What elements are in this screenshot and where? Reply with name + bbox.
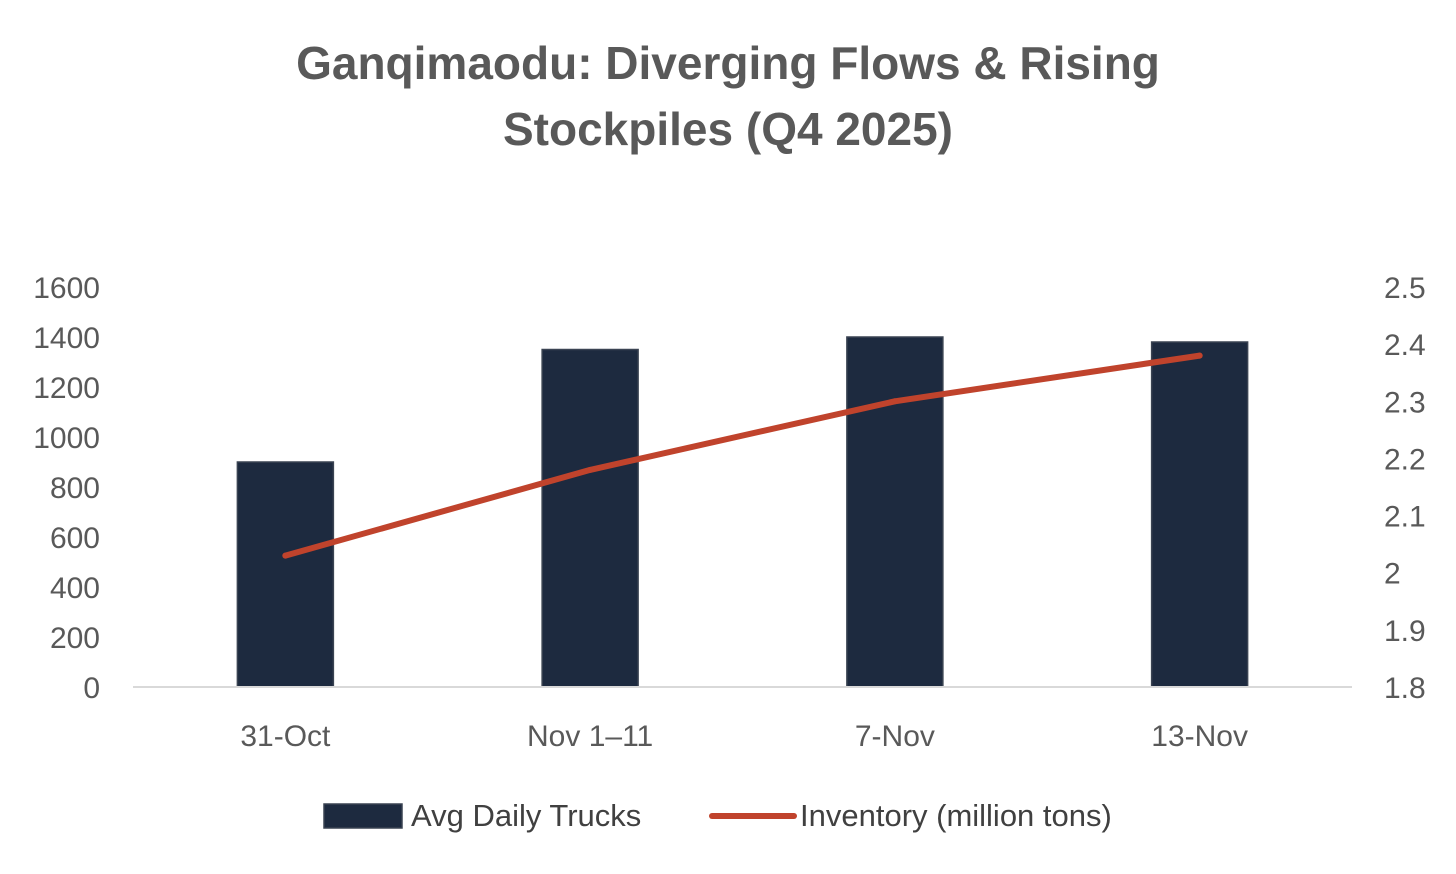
left-tick-label: 200 — [50, 622, 100, 655]
chart-title: Ganqimaodu: Diverging Flows & Rising Sto… — [0, 30, 1456, 162]
left-tick-label: 1000 — [33, 422, 100, 455]
inventory-point — [891, 398, 898, 405]
left-axis-ticks: 0 200 400 600 800 1000 1200 1400 1600 — [33, 272, 100, 705]
right-tick-label: 2.2 — [1384, 443, 1426, 476]
legend-label-trucks: Avg Daily Trucks — [411, 798, 641, 833]
x-tick-label: 31-Oct — [240, 720, 331, 753]
x-tick-label: 13-Nov — [1151, 720, 1248, 753]
inventory-point — [1196, 352, 1203, 359]
inventory-point — [587, 466, 594, 473]
left-tick-label: 0 — [83, 672, 100, 705]
x-tick-label: 7-Nov — [855, 720, 935, 753]
left-tick-label: 600 — [50, 522, 100, 555]
bar-series-trucks — [236, 336, 1249, 688]
x-tick-label: Nov 1–11 — [527, 720, 653, 753]
line-series-inventory — [282, 352, 1203, 559]
chart-title-line-1: Ganqimaodu: Diverging Flows & Rising — [296, 37, 1160, 89]
right-tick-label: 2.1 — [1384, 501, 1426, 534]
chart-title-line-2: Stockpiles (Q4 2025) — [503, 103, 953, 155]
right-tick-label: 2.5 — [1384, 272, 1426, 305]
inventory-line — [282, 352, 1203, 559]
right-tick-label: 1.9 — [1384, 615, 1426, 648]
left-tick-label: 400 — [50, 572, 100, 605]
right-tick-label: 1.8 — [1384, 672, 1426, 705]
legend-label-inventory: Inventory (million tons) — [800, 798, 1112, 833]
right-tick-label: 2.4 — [1384, 329, 1426, 362]
left-tick-label: 1400 — [33, 322, 100, 355]
bar — [1150, 341, 1249, 688]
right-tick-label: 2 — [1384, 558, 1401, 591]
legend-swatch-trucks — [323, 803, 403, 829]
x-axis-ticks: 31-Oct Nov 1–11 7-Nov 13-Nov — [240, 720, 1248, 753]
left-tick-label: 800 — [50, 472, 100, 505]
bar — [541, 348, 639, 688]
right-tick-label: 2.3 — [1384, 386, 1426, 419]
bar — [846, 336, 944, 688]
bar — [236, 461, 335, 688]
legend: Avg Daily Trucks Inventory (million tons) — [323, 798, 1112, 833]
left-tick-label: 1600 — [33, 272, 100, 305]
right-axis-ticks: 1.8 1.9 2 2.1 2.2 2.3 2.4 2.5 — [1384, 272, 1426, 705]
left-tick-label: 1200 — [33, 372, 100, 405]
inventory-point — [282, 552, 289, 559]
